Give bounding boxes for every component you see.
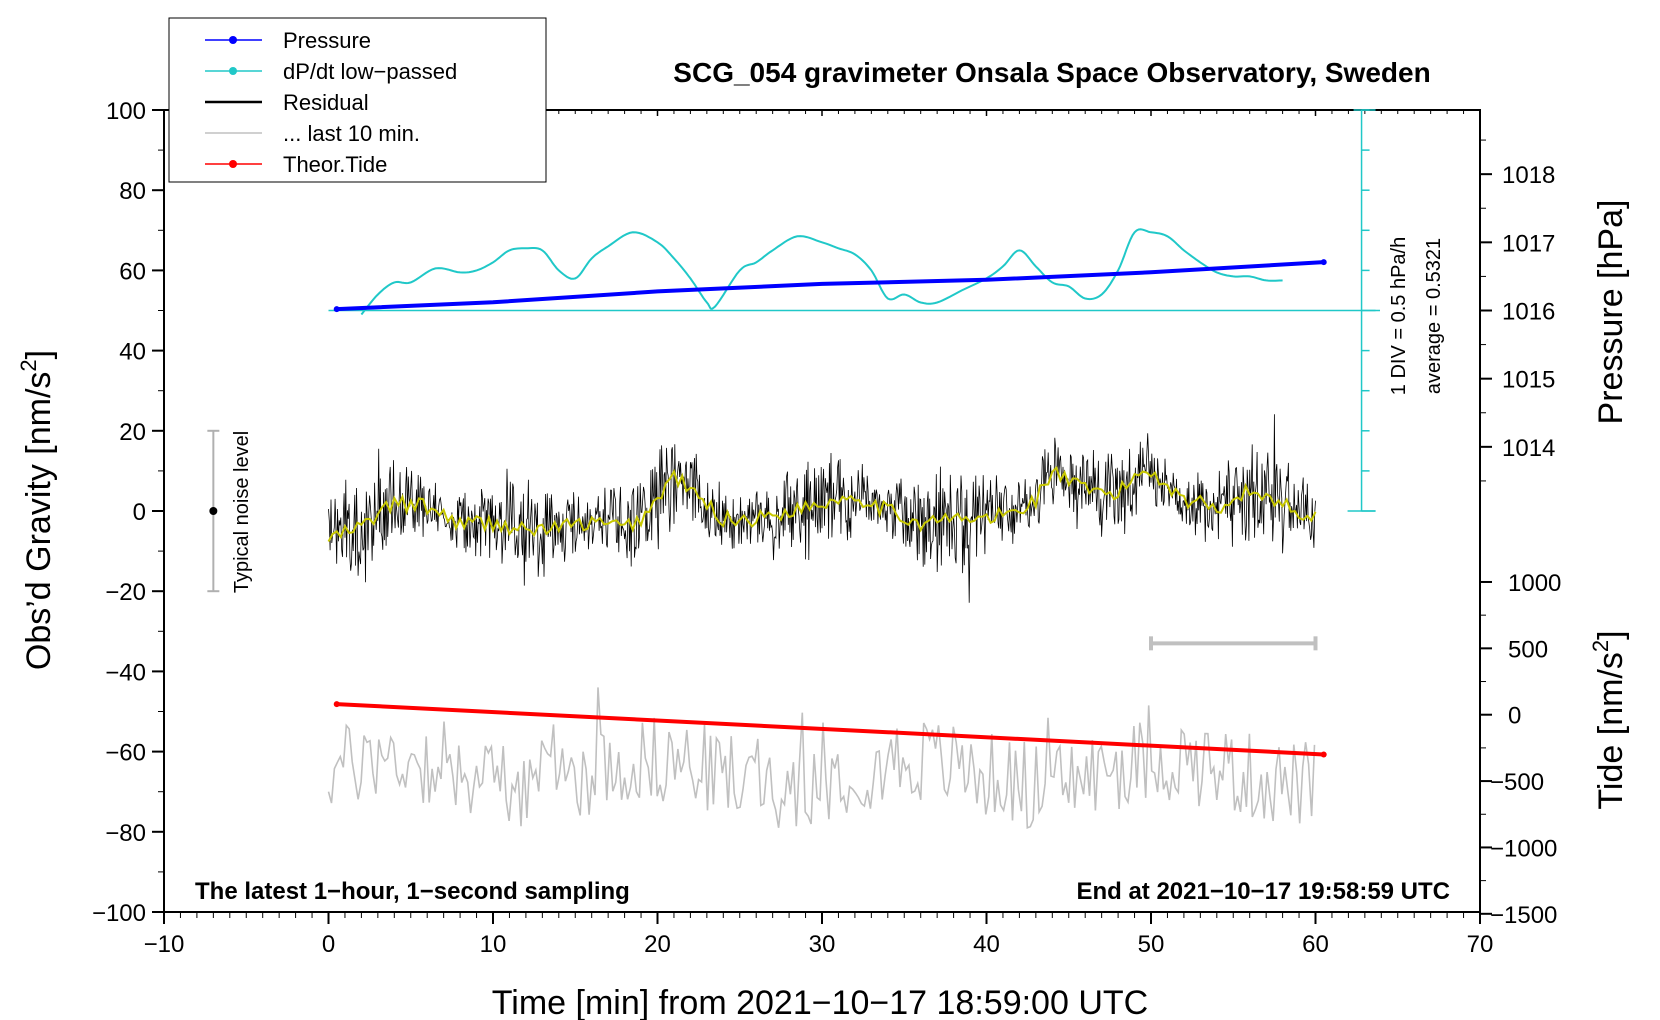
x-tick-label: 10 [480,931,507,958]
residual-trace [328,414,1316,603]
y-tick-label: 0 [133,499,146,526]
legend-marker [229,67,237,75]
pressure-tick-label: 1016 [1502,299,1555,326]
pressure-line [336,260,1324,312]
x-tick-label: 20 [644,931,671,958]
pressure-tick-label: 1014 [1502,435,1555,462]
x-tick-label: 40 [973,931,1000,958]
y-axis-title-pressure: Pressure [hPa] [1592,200,1630,425]
y-tick-label: 60 [119,258,146,285]
tide-tick-label: 0 [1508,703,1521,730]
legend-label: Residual [283,90,369,115]
x-tick-label: 60 [1302,931,1329,958]
y-axis-title-tide-close: ] [1592,630,1630,639]
tide-tick-label: 1000 [1508,570,1561,597]
x-tick-label: 50 [1138,931,1165,958]
y-tick-label: −60 [105,740,146,767]
dpdt-div-label: 1 DIV = 0.5 hPa/h [1388,237,1410,395]
noise-center-dot [209,507,218,515]
x-tick-label: 30 [809,931,836,958]
dpdt-average-label: average = 0.5321 [1423,238,1445,394]
legend-box [168,17,547,183]
pressure-point [1320,259,1327,266]
tide-tick-label: 500 [1508,636,1548,663]
legend-label: Pressure [283,28,371,53]
y-axis-title-left-close: ] [20,350,58,359]
chart-title: SCG_054 gravimeter Onsala Space Observat… [673,57,1430,88]
noise-level-label: Typical noise level [231,431,253,593]
y-axis-title-left-main: Obs’d Gravity [nm/s [20,372,58,671]
y-tick-label: 100 [106,98,146,125]
pressure-point [333,306,340,313]
residual-smoothed [327,465,1317,542]
legend-marker [229,36,237,44]
tide-tick-label: −1500 [1490,902,1557,929]
dpdt-line [360,228,1283,316]
legend: Pressure dP/dt low−passed Residual ... last… [168,17,547,183]
tide-point [333,701,340,708]
y-tick-label: −40 [105,659,146,686]
y-axis-title-left: Obs’d Gravity [nm/s2] [16,350,58,670]
tide-tick-label: −500 [1490,769,1544,796]
tide-point [1320,751,1327,758]
y-axis-title-tide: Tide [nm/s2] [1588,630,1630,809]
x-tick-label: 70 [1467,931,1494,958]
legend-label: Theor.Tide [283,152,387,177]
y-tick-label: −80 [105,820,146,847]
y-tick-label: −100 [92,900,146,927]
pressure-tick-label: 1018 [1502,162,1555,189]
y-axis-title-tide-sup: 2 [1588,640,1613,652]
x-axis-title: Time [min] from 2021−10−17 18:59:00 UTC [492,984,1148,1020]
pressure-tick-label: 1015 [1502,367,1555,394]
legend-label: ... last 10 min. [283,121,420,146]
y-axis-title-tide-main: Tide [nm/s [1592,652,1630,809]
legend-label: dP/dt low−passed [283,59,457,84]
tide-line [336,702,1324,757]
y-tick-label: 20 [119,419,146,446]
legend-marker [229,160,237,168]
note-left: The latest 1−hour, 1−second sampling [195,878,630,905]
pressure-tick-label: 1017 [1502,230,1555,257]
y-axis-title-left-sup: 2 [16,359,41,371]
y-tick-label: 80 [119,178,146,205]
x-tick-label: 0 [322,931,335,958]
y-tick-label: −20 [105,579,146,606]
last10-trace [327,687,1316,829]
x-tick-label: −10 [144,931,185,958]
y-tick-label: 40 [119,339,146,366]
note-right: End at 2021−10−17 19:58:59 UTC [1076,878,1450,905]
tide-tick-label: −1000 [1490,835,1557,862]
